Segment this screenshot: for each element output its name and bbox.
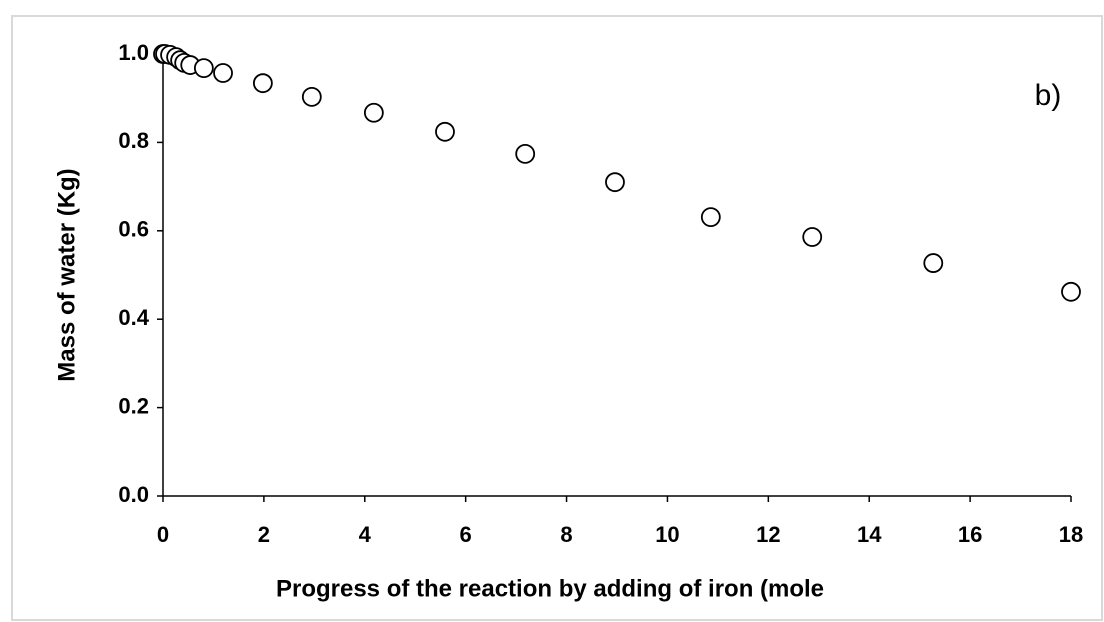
x-axis-label: Progress of the reaction by adding of ir… [276,575,824,602]
scatter-point [193,58,214,79]
x-tick-label: 0 [157,522,169,547]
y-tick-label: 0.0 [118,482,149,507]
x-tick-label: 12 [756,522,780,547]
x-tick-label: 18 [1059,522,1083,547]
y-tick-label: 0.8 [118,128,149,153]
scatter-point [700,207,721,227]
x-tick-label: 14 [857,522,882,547]
y-tick-label: 1.0 [118,40,149,65]
x-tick-label: 8 [560,522,572,547]
scatter-point [1061,281,1081,302]
scatter-point [515,143,536,164]
x-tick-label: 16 [958,522,982,547]
scatter-point [923,253,944,273]
y-tick-label: 0.6 [118,217,149,242]
x-tick-label: 6 [460,522,472,547]
y-axis-label: Mass of water (Kg) [53,168,80,381]
scatter-point [435,121,455,142]
scatter-point [802,227,823,247]
chart-frame [11,15,1103,621]
y-tick-label: 0.2 [118,393,149,418]
scatter-point [605,172,625,193]
scatter-point [252,73,273,94]
scatter-point [301,86,322,107]
y-tick-label: 0.4 [118,305,149,330]
x-tick-label: 10 [655,522,679,547]
x-tick-label: 2 [258,522,270,547]
scatter-point [363,102,384,123]
annotation: b) [1035,79,1062,112]
scatter-point [213,63,233,83]
x-tick-label: 4 [359,522,372,547]
